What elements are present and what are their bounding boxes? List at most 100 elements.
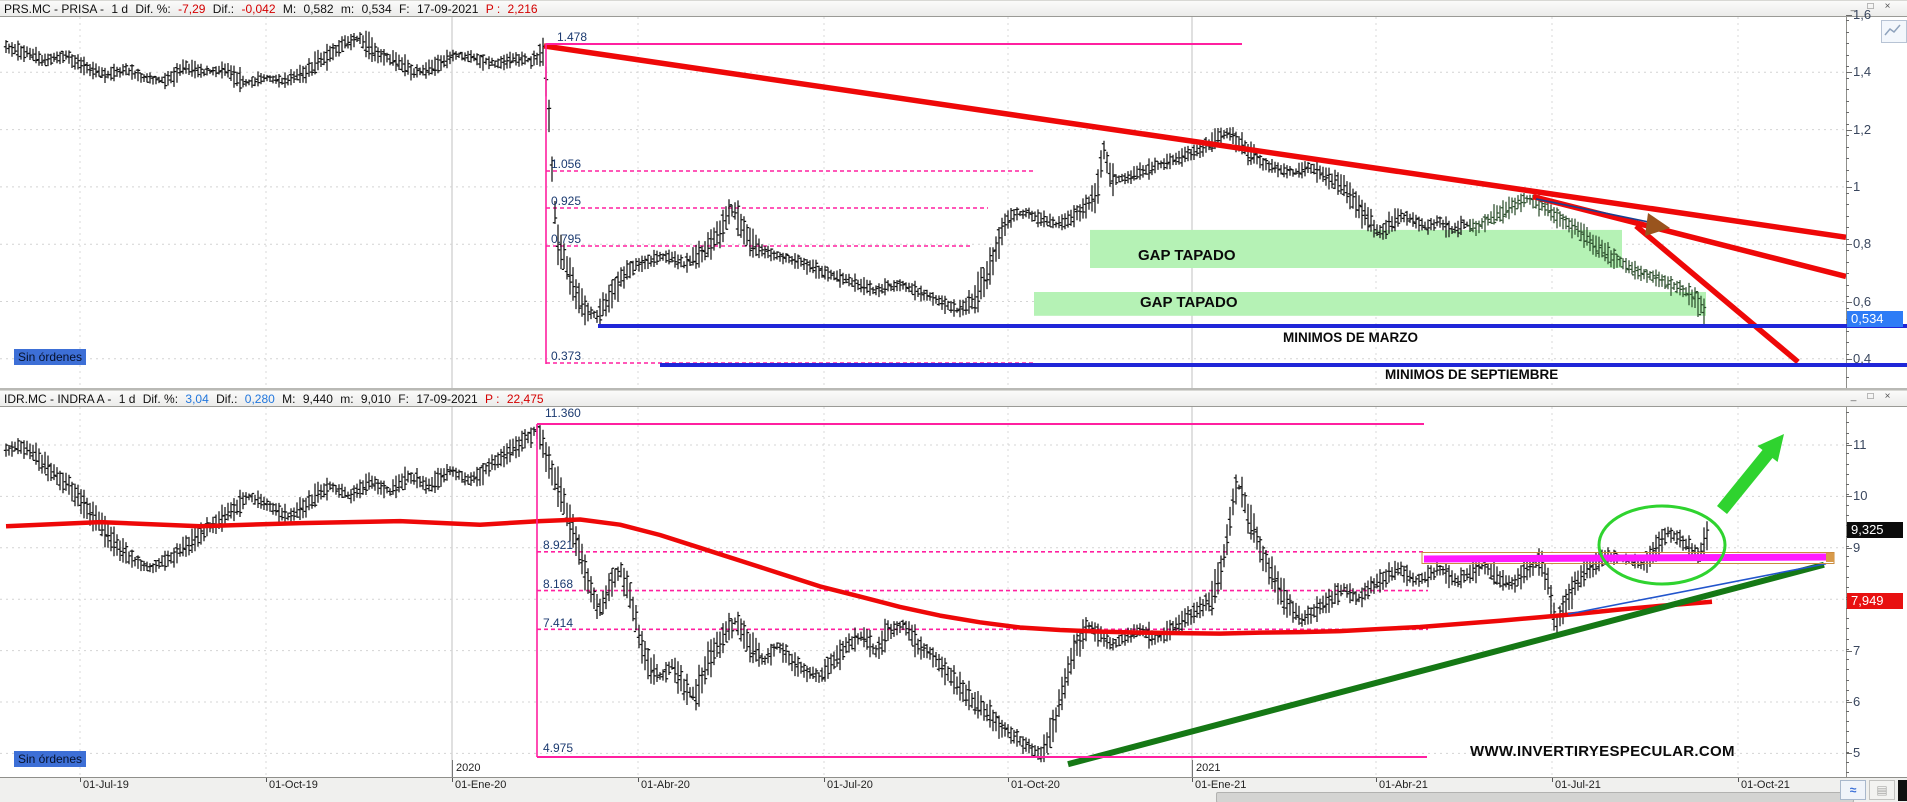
panel1-date-label: F: <box>398 2 410 16</box>
panel1-ytick-1,2: 1,2 <box>1853 122 1872 137</box>
axis-minor-tick <box>1846 752 1849 753</box>
time-tick-mark <box>266 778 267 782</box>
up-arrow-annotation[interactable] <box>1717 434 1784 514</box>
close-icon[interactable]: × <box>1884 391 1893 402</box>
axis-minor-tick <box>1846 762 1849 763</box>
axis-minor-tick <box>1846 669 1849 670</box>
axis-minor-tick <box>1846 556 1849 557</box>
panel2-dif-label: Dif.: <box>216 392 238 406</box>
maximize-icon[interactable]: □ <box>1867 1 1876 12</box>
year-2021-tick <box>1192 760 1193 777</box>
axis-tick-mark <box>1846 753 1852 754</box>
uptrend-support-line[interactable] <box>1067 561 1825 768</box>
pullback-pointer[interactable] <box>1535 198 1659 225</box>
panel1-max-value: 0,582 <box>303 2 334 16</box>
panel1-level-label-0.795: 0.795 <box>551 232 582 246</box>
axis-minor-tick <box>1846 308 1849 309</box>
time-tick-mark <box>1008 778 1009 782</box>
axis-minor-tick <box>1846 721 1849 722</box>
close-icon[interactable]: × <box>1884 1 1893 12</box>
axis-minor-tick <box>1846 124 1849 125</box>
axis-minor-tick <box>1846 639 1849 640</box>
resistance-magenta-line[interactable] <box>1423 553 1831 563</box>
secondary-downtrend[interactable] <box>1532 193 1846 280</box>
primary-downtrend[interactable] <box>543 43 1846 240</box>
panel2-chart-canvas[interactable] <box>0 407 1846 777</box>
time-tick-mark <box>452 778 453 782</box>
panel1-min-value: 0,534 <box>361 2 392 16</box>
time-label-01-Abr-21: 01-Abr-21 <box>1379 779 1428 791</box>
minimize-icon[interactable]: _ <box>1850 391 1859 402</box>
panel1-ytick-0,6: 0,6 <box>1853 294 1872 309</box>
time-axis-bar[interactable]: 01-Jul-19 01-Oct-19 01-Ene-20 01-Abr-20 01-J… <box>0 777 1907 791</box>
axis-minor-tick <box>1846 273 1849 274</box>
panel1-header[interactable]: PRS.MC - PRISA - 1 d Dif. %: -7,29 Dif.:… <box>0 0 1907 17</box>
axis-minor-tick <box>1846 577 1849 578</box>
panel1-max-label: M: <box>282 2 297 16</box>
save-floppy-icon[interactable]: ▤ <box>1869 780 1895 800</box>
axis-tick-mark <box>1846 359 1852 360</box>
axis-minor-tick <box>1846 680 1849 681</box>
axis-minor-tick <box>1846 101 1849 102</box>
axis-minor-tick <box>1846 659 1849 660</box>
axis-minor-tick <box>1846 700 1849 701</box>
panel2-average-price-tag: 7,949 <box>1847 593 1903 609</box>
panel-divider[interactable] <box>0 388 1907 390</box>
panel1-difpct-value: -7,29 <box>178 2 206 16</box>
axis-minor-tick <box>1846 55 1849 56</box>
panel2-price-bars <box>3 424 1710 763</box>
panel1-price-bars <box>1467 191 1707 326</box>
minor-support-line[interactable] <box>1567 562 1827 615</box>
panel1-level-label-1.478: 1.478 <box>557 30 588 44</box>
selection-handle-icon[interactable] <box>1826 553 1834 562</box>
axis-minor-tick <box>1846 422 1849 423</box>
panel2-price-axis[interactable] <box>1846 407 1907 777</box>
wave-chart-icon[interactable]: ≈ <box>1840 780 1866 800</box>
axis-minor-tick <box>1846 412 1849 413</box>
panel2-date-label: F: <box>398 392 409 406</box>
axis-minor-tick <box>1846 135 1849 136</box>
steep-breakdown[interactable] <box>1634 223 1800 365</box>
horizontal-scrollbar-track[interactable] <box>0 791 1907 802</box>
corner-black-box <box>1898 780 1907 801</box>
minimos-septiembre-line[interactable] <box>660 363 1907 367</box>
axis-minor-tick <box>1846 649 1849 650</box>
axis-tick-mark <box>1846 702 1852 703</box>
panel2-sin-ordenes-tag[interactable]: Sin órdenes <box>14 751 86 767</box>
horizontal-scrollbar-thumb[interactable] <box>1216 792 1854 802</box>
panel1-sin-ordenes-tag[interactable]: Sin órdenes <box>14 349 86 365</box>
panel1-difpct-label: Dif. %: <box>135 2 171 16</box>
axis-minor-tick <box>1846 216 1849 217</box>
axis-minor-tick <box>1846 494 1849 495</box>
axis-minor-tick <box>1846 587 1849 588</box>
panel2-header[interactable]: IDR.MC - INDRA A - 1 d Dif. %: 3,04 Dif.… <box>0 390 1907 407</box>
panel1-chart-canvas[interactable] <box>0 17 1846 388</box>
time-label-01-Oct-21: 01-Oct-21 <box>1741 779 1790 791</box>
panel2-difpct-label: Dif. %: <box>142 392 179 406</box>
panel2-date-value: 17-09-2021 <box>416 392 478 406</box>
axis-tick-mark <box>1846 187 1852 188</box>
axis-minor-tick <box>1846 354 1849 355</box>
axis-minor-tick <box>1846 515 1849 516</box>
minimos-marzo-line[interactable] <box>598 324 1907 328</box>
gap-zone-2[interactable] <box>1034 292 1706 316</box>
panel2-level-label-4.975: 4.975 <box>543 741 574 755</box>
axis-tick-mark <box>1846 72 1852 73</box>
breakout-ellipse-annotation[interactable] <box>1597 504 1727 586</box>
panel1-price-bars <box>3 30 1473 326</box>
maximize-icon[interactable]: □ <box>1867 391 1876 402</box>
panel1-timeframe: 1 d <box>111 2 129 16</box>
axis-minor-tick <box>1846 158 1849 159</box>
time-label-01-Jul-19: 01-Jul-19 <box>83 779 129 791</box>
panel2-moving-average-line[interactable] <box>5 517 1713 636</box>
mini-chart-icon <box>1884 24 1901 36</box>
axis-minor-tick <box>1846 690 1849 691</box>
pointer-arrowhead-icon <box>1645 213 1670 236</box>
panel2-difpct-value: 3,04 <box>185 392 209 406</box>
gap-zone-1[interactable] <box>1090 229 1622 268</box>
chart-tool-icon[interactable] <box>1881 20 1907 43</box>
minimize-icon[interactable]: _ <box>1850 1 1859 12</box>
axis-minor-tick <box>1846 377 1849 378</box>
panel1-dif-label: Dif.: <box>212 2 235 16</box>
minimos-marzo-label: MINIMOS DE MARZO <box>1283 330 1418 345</box>
